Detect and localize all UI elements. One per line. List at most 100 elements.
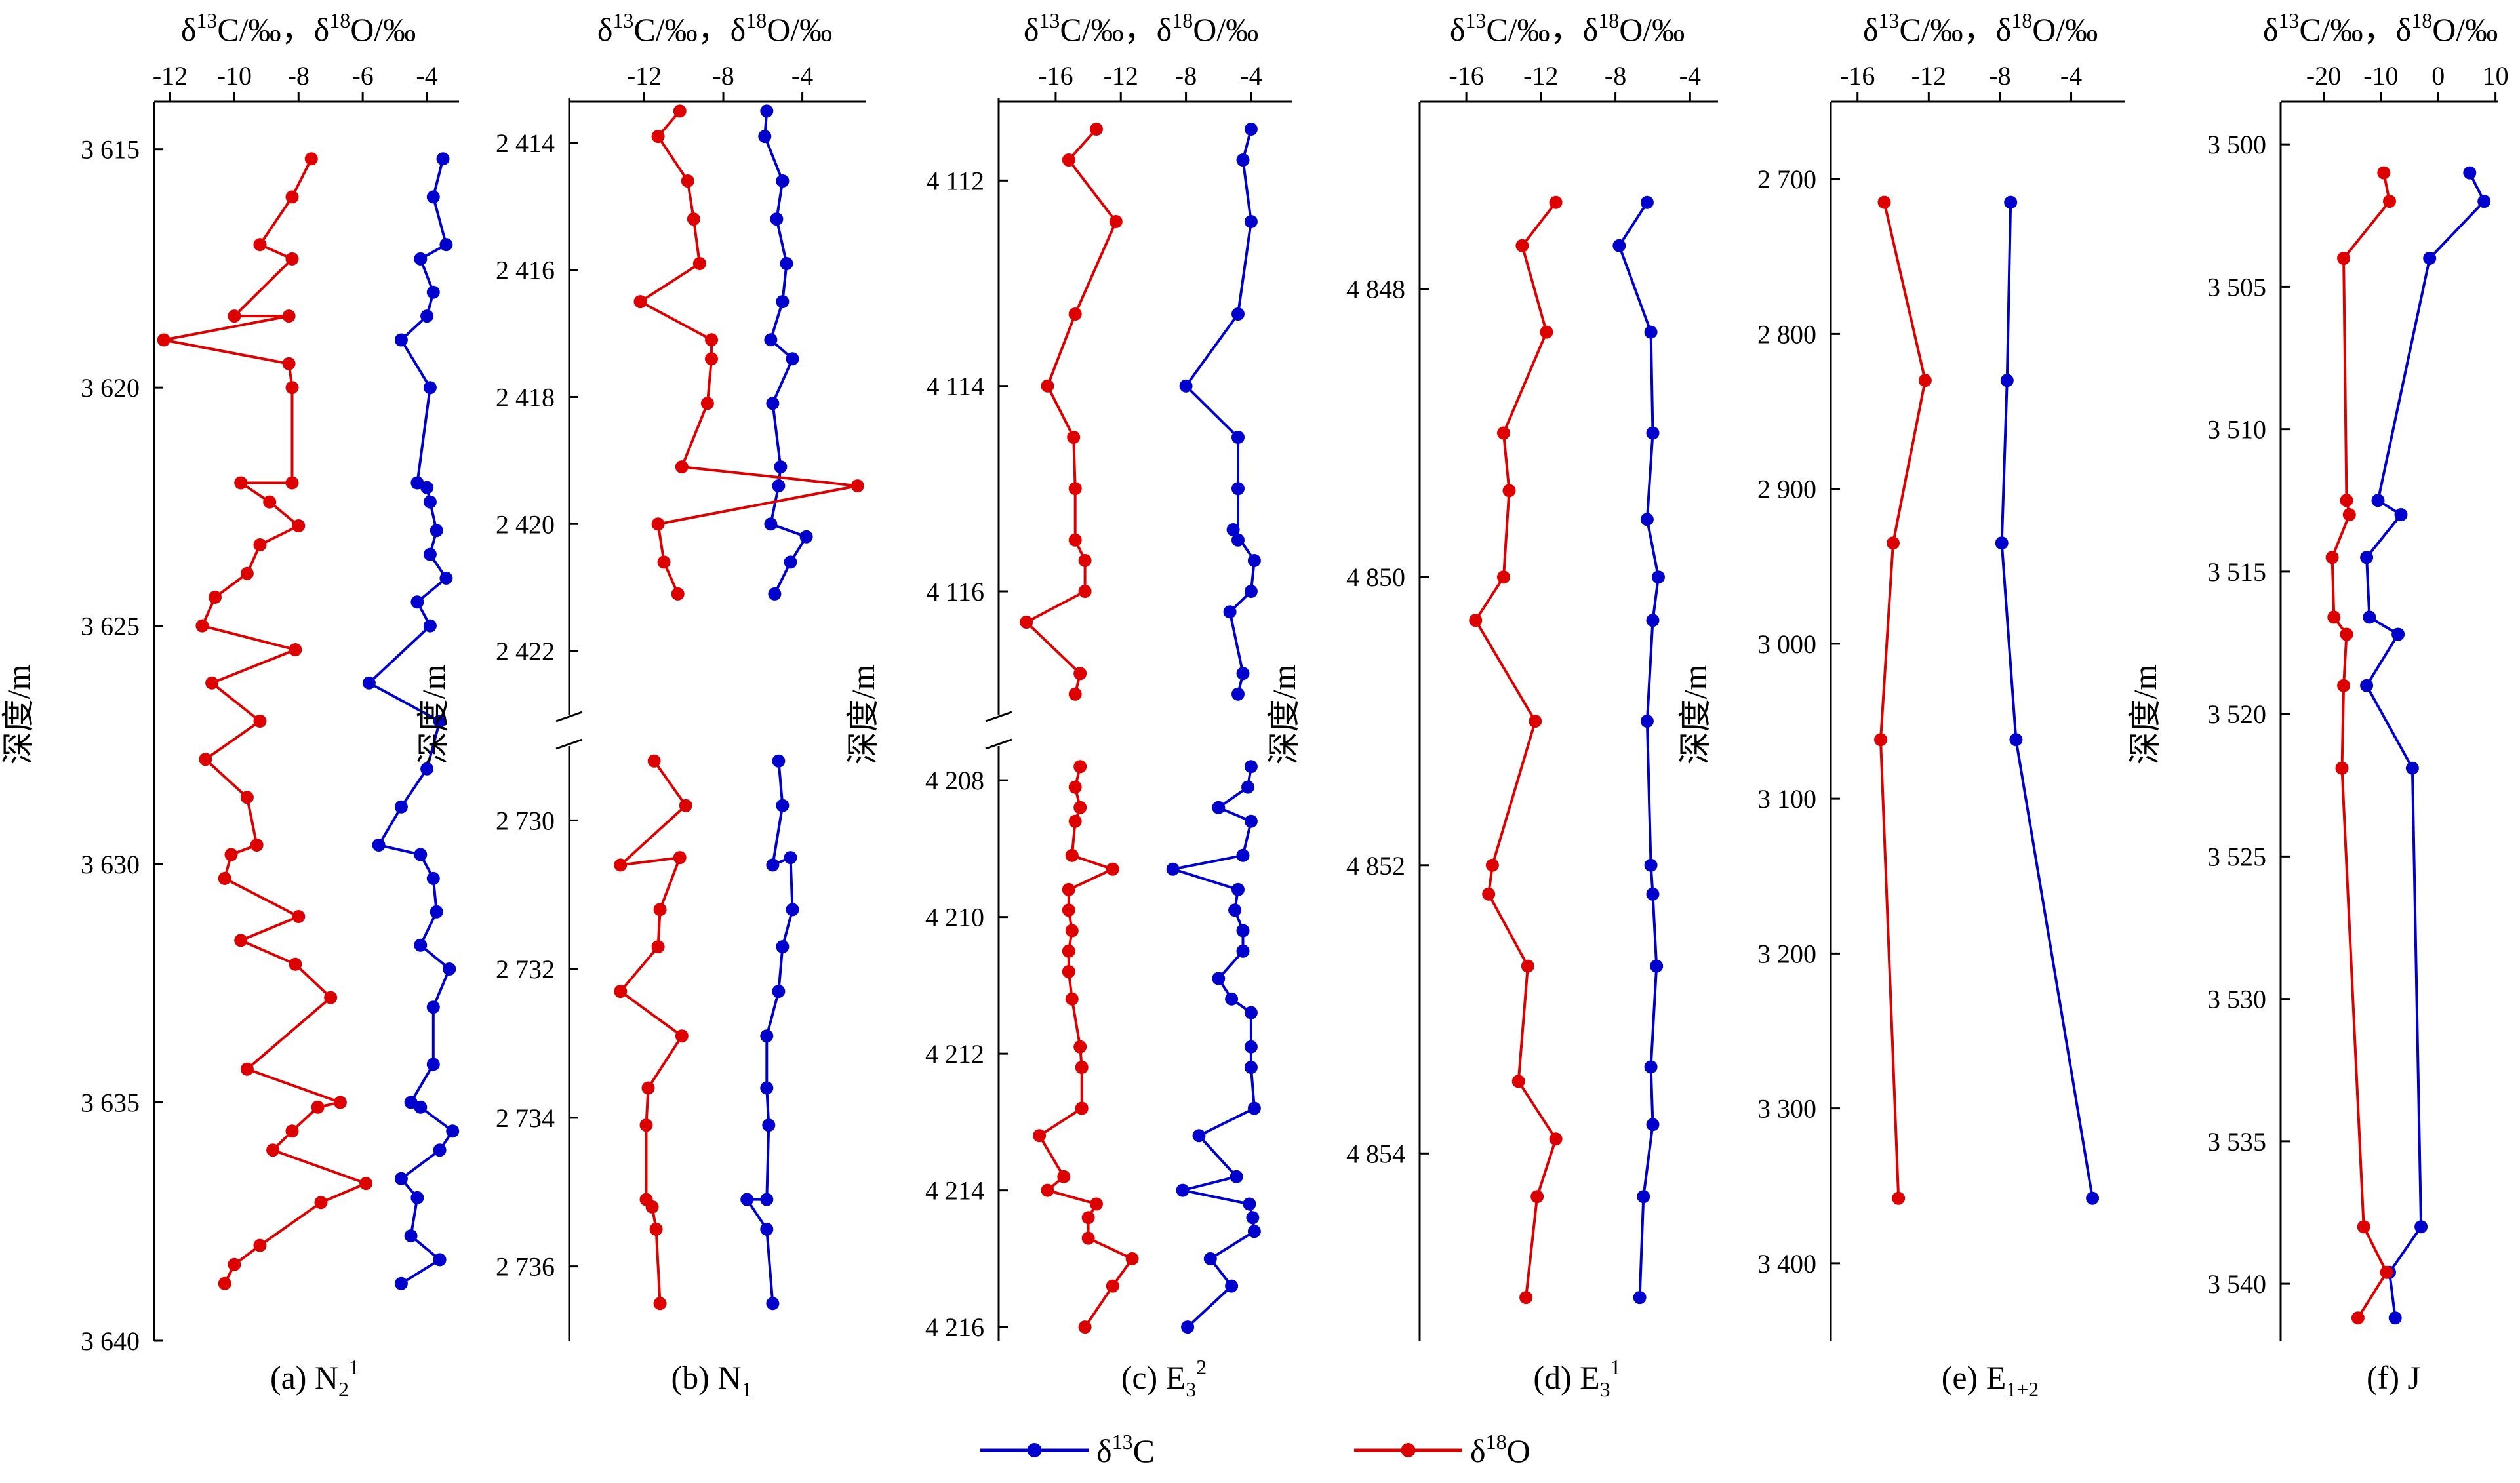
o18-point [218,1276,231,1290]
axis-title-delta: δ [730,11,746,48]
axis-title-mass-c: 13 [196,9,217,32]
c13-point [439,238,453,252]
c13-point [766,858,780,872]
x-tick-label: -10 [217,61,252,90]
o18-point [1057,1170,1071,1183]
c13-point [426,190,440,204]
o18-point [234,934,248,947]
axis-title-mass-o: 18 [1598,9,1619,32]
c13-point [1640,513,1654,526]
c13-point [776,174,790,188]
o18-point [2340,494,2353,507]
o18-point [1065,924,1079,938]
o18-point [1106,862,1119,876]
c13-point [1236,944,1250,958]
c13-point [1995,536,2009,550]
o18-point [292,910,306,923]
y-tick-label: 2 700 [1757,165,1816,194]
o18-point [240,1062,254,1076]
depth-segment-1: 2 414 2 416 2 418 2 420 2 422 [496,98,864,715]
depth-segment-2: 2 730 2 732 2 734 2 736 [496,746,799,1341]
o18-point [2351,1311,2365,1325]
o18-point [1062,965,1075,978]
o18-point [1090,123,1103,136]
c13-point [1244,760,1258,774]
x-tick-label: 10 [2483,61,2509,90]
c13-point [764,333,778,347]
c13-point [2000,374,2014,387]
o18-point [675,1029,689,1043]
o18-point [1549,195,1563,209]
caption-main: (e) E [1942,1359,2007,1396]
x-tick-label: -8 [1175,61,1197,90]
o18-point [205,676,219,690]
c13-point [2086,1191,2100,1205]
c13-point [776,799,790,812]
y-tick-label: 3 530 [2207,985,2266,1014]
c13-point [1231,482,1245,496]
c13-point [1192,1129,1206,1143]
o18-point [359,1177,373,1191]
c13-point [1241,780,1254,794]
c13-point [2463,166,2477,180]
panel-caption: (f) J [2367,1359,2420,1396]
c13-point [786,352,799,366]
c13-point [410,1191,424,1204]
o18-point [675,460,689,474]
y-tick-label: 3 520 [2207,700,2266,729]
o18-point [700,397,714,410]
c13-point [420,309,434,323]
c13-point [772,754,786,768]
y-tick-label: 3 620 [81,373,140,403]
c13-point [1244,123,1258,136]
o18-point [1078,1320,1092,1334]
c13-point [423,495,437,509]
y-tick-label: 3 630 [81,850,140,879]
o18-point [1125,1252,1139,1265]
o18-point [2383,195,2396,208]
c13-point [1244,585,1258,598]
o18-point [304,152,318,166]
o18-point [285,381,299,395]
c13-point [786,903,799,917]
c13-point [1646,887,1660,901]
o18-point [1482,887,1496,901]
c13-series-line [2000,202,2094,1199]
c13-point [394,1172,408,1185]
o18-point [2325,551,2339,564]
c13-point [1223,605,1237,619]
o18-point [647,754,661,768]
o18-point [1497,570,1510,584]
o18-point [1892,1191,1906,1205]
o18-point [1068,482,1082,496]
y-tick-label: 4 112 [926,166,984,195]
o18-series-line [1024,128,1118,695]
y-tick-label: 2 418 [496,382,555,412]
o18-point [1068,780,1082,794]
o18-point [679,799,692,812]
c13-point [1231,431,1245,444]
c13-point [1244,814,1258,828]
c13-point [740,1193,754,1206]
c13-point [760,1029,774,1043]
o18-point [1081,1231,1095,1245]
c13-point [1247,1225,1261,1238]
c13-point [433,1143,447,1157]
y-tick-label: 3 525 [2207,842,2266,871]
axis-title-delta: δ [2396,11,2412,48]
o18-point [1469,614,1483,627]
y-tick-label: 3 100 [1757,784,1816,814]
c13-point [776,940,790,954]
o18-point [1497,426,1510,440]
c13-point [1247,554,1261,567]
x-tick-label: -4 [2060,61,2082,90]
x-tick-label: -8 [712,61,734,90]
o18-point [673,104,687,118]
o18-point [1515,239,1529,252]
o18-point [199,753,212,766]
o18-point [289,643,302,656]
c13-point [433,715,447,728]
legend-o18-label: δ18O [1470,1430,1530,1469]
